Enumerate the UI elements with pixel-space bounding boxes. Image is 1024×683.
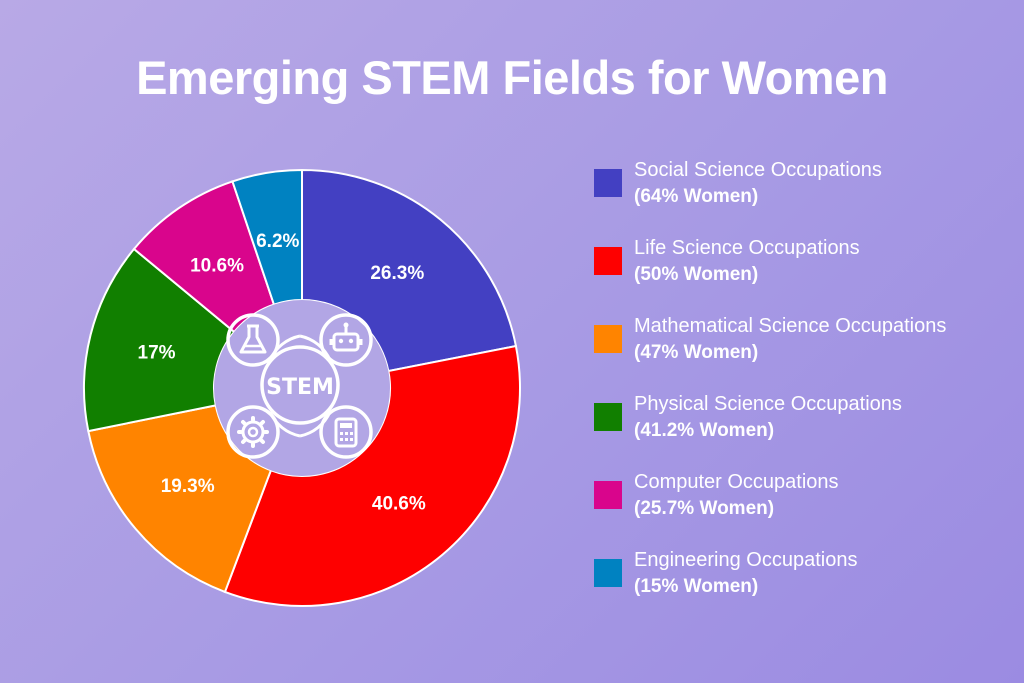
legend-label: Engineering Occupations [634, 549, 858, 571]
slice-value-label: 19.3% [161, 476, 215, 497]
legend-sublabel: (25.7% Women) [634, 498, 775, 519]
legend-swatch [594, 169, 622, 197]
legend-swatch [594, 247, 622, 275]
legend-sublabel: (15% Women) [634, 576, 759, 597]
legend-sublabel: (64% Women) [634, 186, 759, 207]
chart-title: Emerging STEM Fields for Women [136, 51, 888, 104]
flask-icon [226, 313, 280, 367]
calculator-icon [319, 405, 373, 459]
legend-label: Life Science Occupations [634, 237, 860, 259]
slice-value-label: 40.6% [372, 494, 426, 515]
legend-swatch [594, 559, 622, 587]
slice-value-label: 17% [138, 342, 176, 363]
slice-value-label: 6.2% [256, 231, 299, 252]
gear-icon [226, 405, 280, 459]
legend-label: Physical Science Occupations [634, 393, 902, 415]
slice-value-label: 26.3% [370, 263, 424, 284]
slice-value-label: 10.6% [190, 255, 244, 276]
robot-icon [319, 313, 373, 367]
stem-circle [260, 345, 340, 425]
stem-text: STEM [266, 375, 334, 400]
legend-swatch [594, 403, 622, 431]
legend-swatch [594, 325, 622, 353]
stem-emblem: STEM [226, 313, 373, 459]
legend-sublabel: (50% Women) [634, 264, 759, 285]
legend-sublabel: (41.2% Women) [634, 420, 775, 441]
legend-label: Social Science Occupations [634, 159, 882, 181]
legend-label: Mathematical Science Occupations [634, 315, 947, 337]
legend-swatch [594, 481, 622, 509]
legend-label: Computer Occupations [634, 471, 839, 493]
legend-sublabel: (47% Women) [634, 342, 759, 363]
